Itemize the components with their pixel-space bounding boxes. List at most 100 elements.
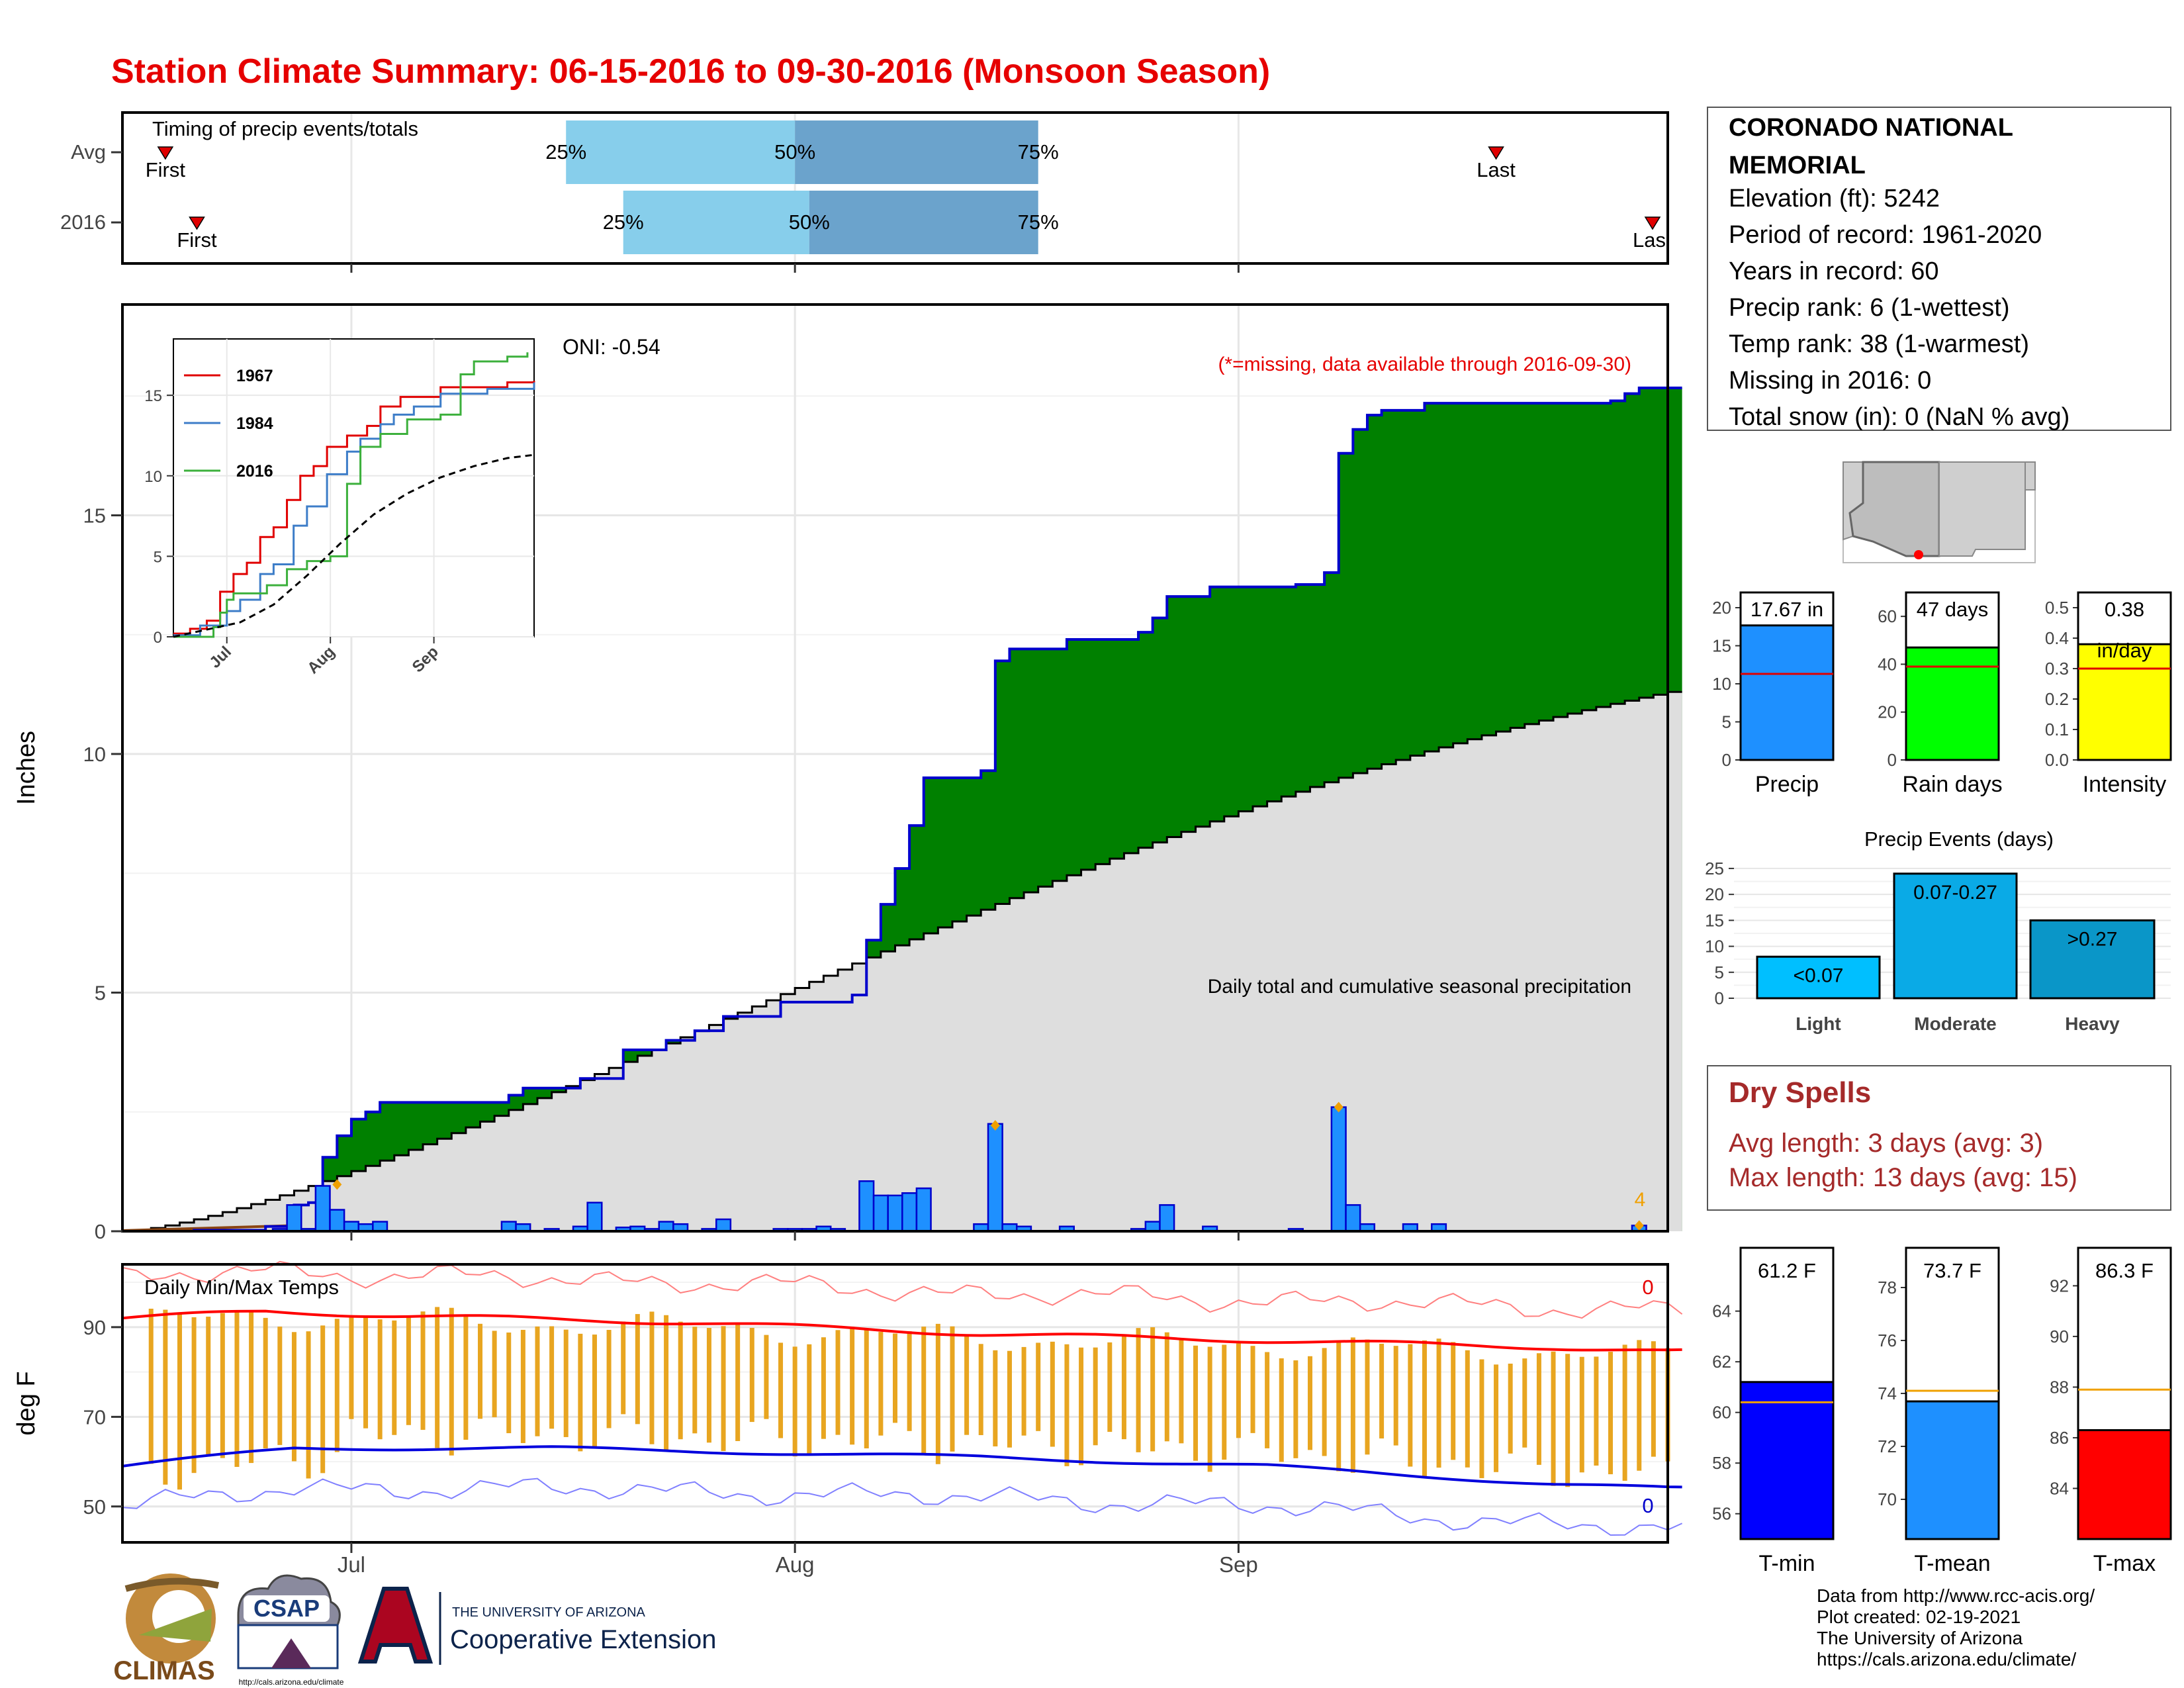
- daily-temp-bar: [1064, 1344, 1069, 1466]
- daily-temp-bar: [1536, 1353, 1541, 1465]
- summary-bar-rain-days: 0 20 40 60 47 days Rain days: [1878, 591, 2003, 797]
- daily-temp-bar: [1007, 1350, 1012, 1448]
- daily-temp-bar: [291, 1332, 296, 1462]
- summary-ytick-label: 0.4: [2045, 628, 2069, 648]
- daily-temp-bar: [1222, 1344, 1227, 1460]
- csap-mountain-icon: [271, 1638, 311, 1668]
- temp-summary-ytick-label: 76: [1878, 1331, 1897, 1350]
- inset-ytick-label: 0: [154, 629, 162, 647]
- inset-legend-label: 1967: [236, 367, 273, 385]
- precip-event-bar-label: <0.07: [1794, 964, 1844, 986]
- daily-temp-bar: [377, 1319, 383, 1440]
- daily-temp-bar: [506, 1333, 512, 1434]
- footer-line: Plot created: 02-19-2021: [1817, 1607, 2021, 1627]
- missing-count: 4: [1635, 1189, 1646, 1211]
- summary-bar-intensity: 0.0 0.1 0.2 0.3 0.4 0.5 0.38 in/day Intensity: [2045, 591, 2172, 797]
- temp-summary-value: 73.7 F: [1923, 1259, 1981, 1282]
- daily-temp-bar: [706, 1328, 711, 1443]
- dry-spells-frame: [1707, 1065, 2171, 1211]
- summary-ytick-label: 40: [1878, 654, 1897, 674]
- precip-event-category: Heavy: [2065, 1013, 2120, 1034]
- timing-q50-q75-bar: [809, 191, 1038, 254]
- summary-ytick-label: 0.5: [2045, 598, 2069, 618]
- summary-bar-value: 0.38: [2105, 598, 2144, 621]
- daily-temp-bar: [1393, 1346, 1398, 1446]
- timing-row-label: 2016: [60, 211, 106, 234]
- precip-event-bar: [1756, 955, 1881, 1000]
- summary-bar-label: Precip: [1755, 772, 1819, 797]
- summary-ytick-label: 20: [1712, 598, 1731, 618]
- daily-precip-bar: [500, 1221, 517, 1233]
- inset-ytick-label: 5: [154, 548, 162, 566]
- timing-row-label: Avg: [71, 140, 106, 164]
- location-map: [1843, 461, 2036, 563]
- temp-summary-label: T-min: [1759, 1551, 1815, 1576]
- precip-event-bar: [1893, 872, 2018, 1000]
- temp-summary-fill: [2077, 1429, 2172, 1540]
- footer-line: The University of Arizona: [1817, 1628, 2023, 1648]
- station-info-line: Missing in 2016: 0: [1729, 367, 1931, 395]
- timing-q25-q50-bar: [566, 120, 796, 184]
- csap-label-bg: [244, 1595, 330, 1622]
- daily-temp-bar: [735, 1325, 741, 1441]
- daily-temp-bar: [935, 1323, 940, 1464]
- ua-cooperative-extension-text: Cooperative Extension: [450, 1625, 716, 1654]
- new-mexico-shape: [1938, 461, 2026, 557]
- temp-summary-ytick-label: 86: [2050, 1428, 2069, 1448]
- temp-ytick-label: 70: [83, 1405, 106, 1429]
- temp-summary-ytick-label: 90: [2050, 1327, 2069, 1346]
- daily-temp-bar: [435, 1307, 440, 1448]
- ua-a-icon: [357, 1587, 433, 1664]
- precip-ytick-label: 10: [83, 743, 106, 766]
- daily-temp-bar: [163, 1309, 168, 1485]
- missing-data-marker: [1334, 1102, 1343, 1113]
- precip-panel-frame: [121, 303, 1669, 1233]
- daily-temp-bar: [1150, 1327, 1156, 1452]
- temp-summary-ytick-label: 72: [1878, 1436, 1897, 1456]
- daily-temp-bar: [893, 1333, 897, 1423]
- daily-temp-bar: [649, 1311, 655, 1444]
- daily-temp-bar: [449, 1307, 454, 1456]
- daily-temp-bar: [263, 1317, 268, 1448]
- temp-label: Daily Min/Max Temps: [144, 1276, 339, 1299]
- inset-series-2016-line: [173, 352, 529, 638]
- logos: CLIMAS CSAP http://cals.arizona.edu/clim…: [113, 1573, 716, 1687]
- inset-ytick-label: 10: [144, 468, 162, 486]
- daily-precip-bar: [715, 1218, 732, 1233]
- daily-temp-bar: [1408, 1344, 1413, 1467]
- climas-arc: [124, 1577, 220, 1592]
- summary-bars: 0 5 10 15 20 17.67 in Precip 0 20 40 60 47 days Rain…: [1712, 591, 2172, 797]
- precip-ytick-label: 5: [95, 982, 106, 1005]
- summary-bar-unit: in/day: [2097, 639, 2152, 662]
- climas-logo: CLIMAS: [113, 1573, 220, 1685]
- daily-temp-bar: [1136, 1328, 1141, 1452]
- daily-temp-bar: [1164, 1332, 1169, 1442]
- daily-temp-bar: [1093, 1347, 1098, 1446]
- footer-line: https://cals.arizona.edu/climate/: [1817, 1649, 2076, 1669]
- temp-summary-ytick-label: 70: [1878, 1489, 1897, 1509]
- summary-ytick-label: 20: [1878, 702, 1897, 722]
- daily-temp-bar: [1379, 1343, 1385, 1439]
- summary-ytick-label: 0.3: [2045, 659, 2069, 679]
- daily-temp-bar: [420, 1311, 426, 1430]
- summary-ytick-label: 0: [1722, 750, 1731, 770]
- daily-temp-bar: [249, 1311, 254, 1464]
- summary-bar-label: Intensity: [2083, 772, 2167, 797]
- precip-events-title: Precip Events (days): [1864, 827, 2054, 851]
- daily-temp-bar: [664, 1315, 669, 1450]
- station-name-line2: MEMORIAL: [1729, 152, 1866, 179]
- first-event-marker-icon: [189, 216, 205, 230]
- daily-temp-bar: [349, 1315, 354, 1419]
- oni-value: ONI: -0.54: [563, 335, 660, 359]
- temp-count-bottom: 0: [1642, 1494, 1653, 1517]
- daily-temp-bar: [621, 1321, 626, 1415]
- daily-precip-bar: [1345, 1204, 1361, 1233]
- temp-summary-ytick-label: 92: [2050, 1276, 2069, 1295]
- daily-temp-bar: [1021, 1346, 1026, 1436]
- daily-temp-bar: [1265, 1352, 1270, 1448]
- precip-ytick-label: 0: [95, 1220, 106, 1243]
- daily-temp-bar: [678, 1321, 683, 1440]
- station-info-box: CORONADO NATIONAL MEMORIAL Elevation (ft…: [1707, 107, 2171, 431]
